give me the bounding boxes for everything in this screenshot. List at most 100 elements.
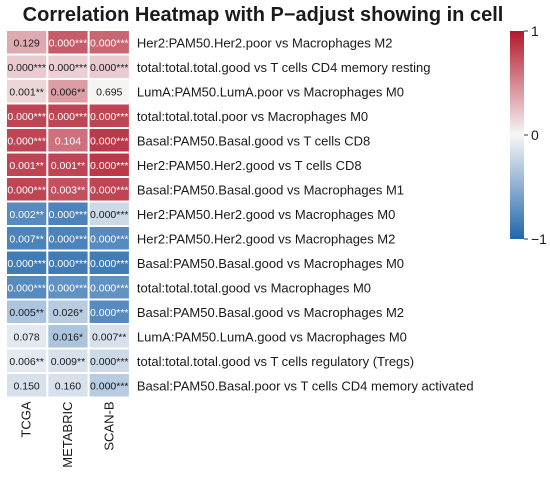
cell-label: 0.000*** xyxy=(90,160,129,172)
heatmap-cell xyxy=(48,374,88,397)
heatmap-cell xyxy=(7,325,47,348)
heatmap-cell xyxy=(89,251,129,274)
cell-label: 0.150 xyxy=(14,380,40,392)
row-label: Her2:PAM50.Her2.good vs Macrophages M0 xyxy=(137,207,395,222)
heatmap-cell xyxy=(7,153,47,176)
row-label: Basal:PAM50.Basal.poor vs T cells CD4 me… xyxy=(137,378,474,393)
heatmap-cell xyxy=(48,300,88,323)
cell-label: 0.001** xyxy=(9,86,43,98)
heatmap-cell xyxy=(48,227,88,250)
cell-label: 0.003** xyxy=(51,184,85,196)
cell-label: 0.000*** xyxy=(90,307,129,319)
cell-label: 0.000*** xyxy=(90,37,129,49)
heatmap-cell xyxy=(89,153,129,176)
heatmap-cell xyxy=(7,55,47,78)
cell-label: 0.000*** xyxy=(7,62,46,74)
heatmap-cell xyxy=(89,129,129,152)
heatmap-cell xyxy=(48,276,88,299)
heatmap-cell xyxy=(7,227,47,250)
heatmap-cell xyxy=(7,276,47,299)
cell-label: 0.001** xyxy=(9,160,43,172)
heatmap-cell xyxy=(7,300,47,323)
row-label: Basal:PAM50.Basal.good vs Macrophages M2 xyxy=(137,305,404,320)
cell-label: 0.000*** xyxy=(7,258,46,270)
heatmap-cell xyxy=(89,104,129,127)
row-label: LumA:PAM50.LumA.good vs Macrophages M0 xyxy=(137,329,407,344)
heatmap-cell xyxy=(48,104,88,127)
cell-label: 0.000*** xyxy=(90,135,129,147)
cell-label: 0.000*** xyxy=(90,380,129,392)
cell-label: 0.000*** xyxy=(7,135,46,147)
heatmap-cell xyxy=(48,202,88,225)
heatmap-cell xyxy=(89,276,129,299)
row-label: Her2:PAM50.Her2.good vs T cells CD8 xyxy=(137,158,362,173)
heatmap-cell xyxy=(89,349,129,372)
heatmap-cell xyxy=(89,374,129,397)
cell-label: 0.002** xyxy=(9,209,43,221)
cell-label: 0.005** xyxy=(9,307,43,319)
scale-tick-label: 1 xyxy=(531,23,539,39)
cell-label: 0.000*** xyxy=(90,233,129,245)
cell-label: 0.078 xyxy=(14,331,40,343)
heatmap-cells: 0.129 0.000*** 0.000***0.000*** 0.000*** 0.0… xyxy=(7,31,129,397)
heatmap-cell xyxy=(7,129,47,152)
cell-label: 0.000*** xyxy=(90,62,129,74)
cell-label: 0.104 xyxy=(55,135,81,147)
row-label: total:total.total.good vs T cells regula… xyxy=(137,354,414,369)
column-label: METABRIC xyxy=(60,402,75,468)
cell-label: 0.007** xyxy=(92,331,126,343)
cell-label: 0.000*** xyxy=(7,282,46,294)
cell-label: 0.000*** xyxy=(49,258,88,270)
cell-label: 0.000*** xyxy=(49,62,88,74)
row-label: Basal:PAM50.Basal.good vs Macrophages M1 xyxy=(137,182,404,197)
heatmap-cell xyxy=(7,31,47,54)
cell-label: 0.009** xyxy=(51,356,85,368)
heatmap-cell xyxy=(7,178,47,201)
scale-tick-label: −1 xyxy=(531,231,547,247)
cell-label: 0.007** xyxy=(9,233,43,245)
heatmap-cell xyxy=(89,227,129,250)
heatmap-cell xyxy=(7,251,47,274)
heatmap-cell xyxy=(89,325,129,348)
cell-label: 0.160 xyxy=(55,380,81,392)
scale-tick-label: 0 xyxy=(531,127,539,143)
cell-label: 0.016* xyxy=(53,331,83,343)
heatmap-cell xyxy=(48,129,88,152)
color-scale-bar xyxy=(510,31,524,239)
cell-label: 0.129 xyxy=(14,37,40,49)
heatmap-cell xyxy=(48,325,88,348)
heatmap-cell xyxy=(48,349,88,372)
cell-label: 0.000*** xyxy=(49,37,88,49)
cell-label: 0.695 xyxy=(96,86,122,98)
heatmap-cell xyxy=(89,178,129,201)
cell-label: 0.026* xyxy=(53,307,83,319)
heatmap-cell xyxy=(7,202,47,225)
cell-label: 0.000*** xyxy=(7,184,46,196)
row-label: Basal:PAM50.Basal.good vs Macrophages M0 xyxy=(137,256,404,271)
column-label: SCAN-B xyxy=(101,402,116,451)
heatmap-cell xyxy=(89,202,129,225)
cell-label: 0.000*** xyxy=(49,111,88,123)
cell-label: 0.000*** xyxy=(49,233,88,245)
cell-label: 0.000*** xyxy=(7,111,46,123)
heatmap-cell xyxy=(7,104,47,127)
row-label: total:total.total.good vs T cells CD4 me… xyxy=(137,60,431,75)
heatmap-cell xyxy=(89,31,129,54)
heatmap-cell xyxy=(7,80,47,103)
heatmap-cell xyxy=(89,80,129,103)
cell-label: 0.000*** xyxy=(49,209,88,221)
heatmap-cell xyxy=(48,251,88,274)
heatmap-cell xyxy=(48,55,88,78)
cell-label: 0.006** xyxy=(51,86,85,98)
cell-label: 0.000*** xyxy=(49,282,88,294)
cell-label: 0.000*** xyxy=(90,282,129,294)
column-label: TCGA xyxy=(19,401,34,437)
row-label: total:total.total.good vs Macrophages M0 xyxy=(137,280,371,295)
cell-label: 0.000*** xyxy=(90,356,129,368)
row-label: Basal:PAM50.Basal.good vs T cells CD8 xyxy=(137,133,370,148)
heatmap-cell xyxy=(7,349,47,372)
heatmap-cell xyxy=(48,178,88,201)
heatmap-cell xyxy=(48,80,88,103)
cell-label: 0.000*** xyxy=(90,209,129,221)
